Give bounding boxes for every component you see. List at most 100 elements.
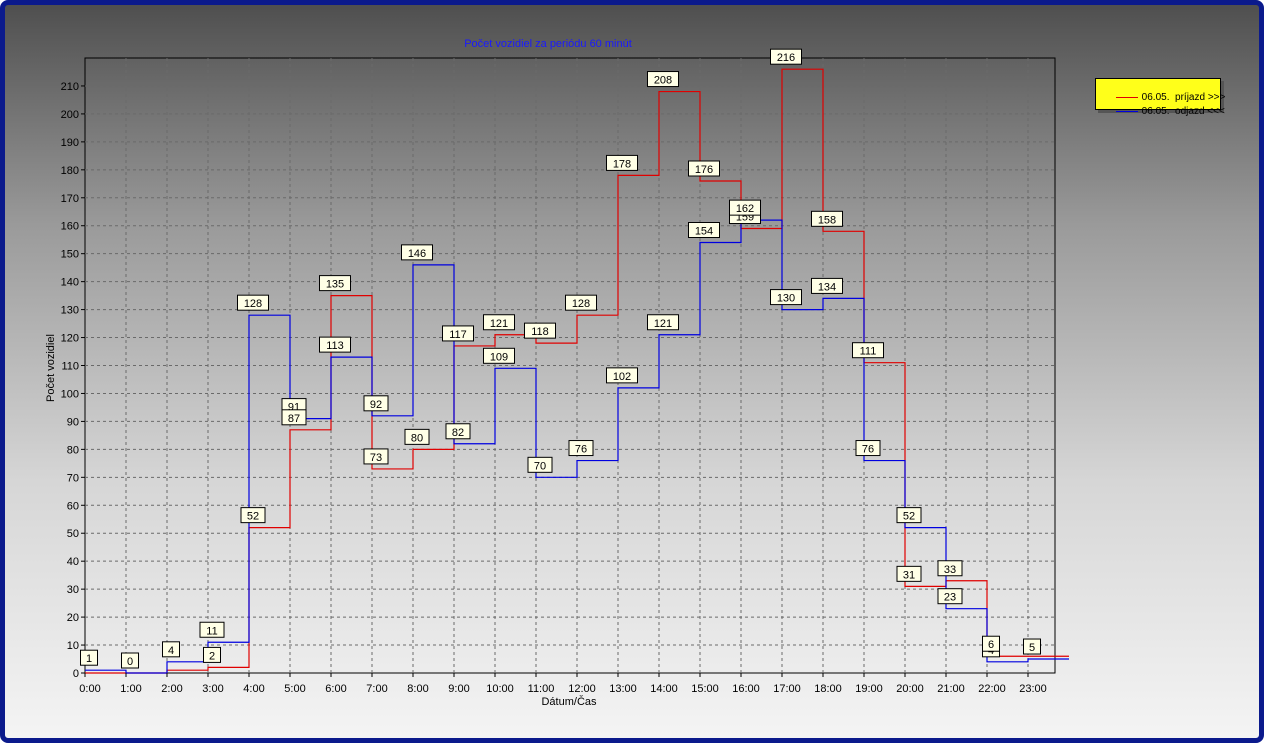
- data-label-text: 128: [572, 298, 590, 310]
- series-line-prijazd: [85, 68, 1069, 674]
- data-label-text: 118: [531, 326, 549, 338]
- data-label-box: [319, 275, 351, 292]
- data-label: 76: [568, 440, 594, 457]
- data-label: 118: [524, 322, 556, 339]
- x-tick-label: 13:00: [609, 683, 637, 695]
- data-label: 4: [162, 641, 180, 658]
- data-label-text: 176: [695, 164, 713, 176]
- data-label-text: 82: [452, 427, 464, 439]
- data-label-box: [199, 621, 225, 638]
- data-label-text: 6: [988, 639, 994, 651]
- data-label-box: [524, 322, 556, 339]
- x-tick-label: 2:00: [161, 683, 182, 695]
- data-label-text: 76: [862, 444, 874, 456]
- data-label-text: 117: [449, 329, 467, 341]
- data-label: 92: [363, 395, 389, 412]
- x-tick-label: 9:00: [448, 683, 469, 695]
- legend-swatch-prijazd: [1115, 96, 1138, 98]
- data-label-box: [483, 314, 515, 331]
- y-axis-title: Počet vozidiel: [45, 334, 57, 402]
- data-label-box: [729, 199, 761, 216]
- x-tick-label: 21:00: [937, 683, 965, 695]
- data-label-text: 109: [490, 351, 508, 363]
- data-label-box: [483, 347, 515, 364]
- data-label-text: 130: [777, 293, 795, 305]
- data-label-text: 73: [370, 452, 382, 464]
- data-label-box: [319, 336, 351, 353]
- data-label: 0: [121, 652, 139, 669]
- y-tick-label: 40: [67, 556, 79, 568]
- data-label-text: 154: [695, 226, 713, 238]
- legend: 06.05. príjazd >>> 06.05. odjazd <<<: [1095, 78, 1225, 117]
- data-label-box: [445, 423, 471, 440]
- data-label: 33: [937, 560, 963, 577]
- data-label-text: 76: [575, 444, 587, 456]
- data-label-box: [363, 448, 389, 465]
- data-label: 111: [852, 342, 884, 359]
- data-label: 1: [80, 649, 98, 666]
- data-label-text: 11: [206, 625, 217, 637]
- data-label-text: 178: [613, 158, 631, 170]
- data-label: 70: [527, 456, 553, 473]
- data-label-text: 1: [86, 653, 92, 665]
- x-tick-label: 11:00: [528, 683, 555, 695]
- data-label-box: [404, 428, 430, 445]
- y-tick-label: 190: [61, 137, 79, 149]
- y-tick-label: 200: [61, 109, 79, 121]
- data-label-text: 52: [247, 511, 259, 523]
- data-label: 121: [483, 314, 515, 331]
- x-tick-label: 17:00: [773, 683, 801, 695]
- data-label: 158: [811, 210, 843, 227]
- data-label: 121: [647, 314, 679, 331]
- data-label-box: [1023, 638, 1041, 655]
- data-label: 5: [1023, 638, 1041, 655]
- data-label: 178: [606, 154, 638, 171]
- legend-item-odjazd: 06.05. odjazd <<<: [1099, 95, 1225, 117]
- chart-title: Počet vozidiel za periódu 60 minút: [464, 38, 632, 50]
- x-tick-label: 14:00: [650, 683, 678, 695]
- y-tick-label: 130: [61, 305, 79, 317]
- data-label: 73: [363, 448, 389, 465]
- data-label-text: 23: [944, 592, 956, 604]
- y-tick-label: 20: [67, 612, 79, 624]
- x-tick-label: 23:00: [1019, 683, 1047, 695]
- data-label-text: 216: [777, 52, 795, 64]
- data-label-box: [770, 48, 802, 65]
- y-tick-label: 30: [67, 584, 79, 596]
- x-tick-label: 22:00: [978, 683, 1006, 695]
- data-label: 162: [729, 199, 761, 216]
- data-label: 80: [404, 428, 430, 445]
- data-label: 82: [445, 423, 471, 440]
- data-label: 52: [240, 507, 266, 524]
- data-label-text: 158: [818, 214, 836, 226]
- y-tick-label: 180: [61, 165, 79, 177]
- x-tick-label: 6:00: [325, 683, 346, 695]
- data-label-box: [811, 277, 843, 294]
- data-label-text: 113: [326, 340, 344, 352]
- data-label: 52: [896, 507, 922, 524]
- data-label-text: 135: [326, 279, 344, 291]
- data-label: 128: [237, 294, 269, 311]
- data-label-text: 162: [736, 203, 754, 215]
- data-label-box: [647, 314, 679, 331]
- data-label-text: 102: [613, 371, 631, 383]
- series-layer: [85, 68, 1069, 674]
- data-label-box: [937, 588, 963, 605]
- y-tick-label: 210: [61, 81, 79, 93]
- legend-label-odjazd: 06.05. odjazd <<<: [1141, 106, 1225, 117]
- data-label-text: 80: [411, 432, 423, 444]
- data-label-box: [855, 440, 881, 457]
- data-label: 102: [606, 367, 638, 384]
- legend-swatch-odjazd: [1115, 110, 1138, 112]
- data-label-box: [568, 440, 594, 457]
- data-label-box: [688, 222, 720, 238]
- data-label: 31: [896, 565, 922, 582]
- data-label: 134: [811, 277, 843, 294]
- data-label-text: 2: [209, 650, 215, 662]
- data-label-text: 128: [244, 298, 262, 310]
- data-label: 2: [203, 646, 221, 663]
- x-tick-label: 0:00: [79, 683, 100, 695]
- data-label: 76: [855, 440, 881, 457]
- data-label-box: [606, 367, 638, 384]
- data-label-box: [896, 507, 922, 524]
